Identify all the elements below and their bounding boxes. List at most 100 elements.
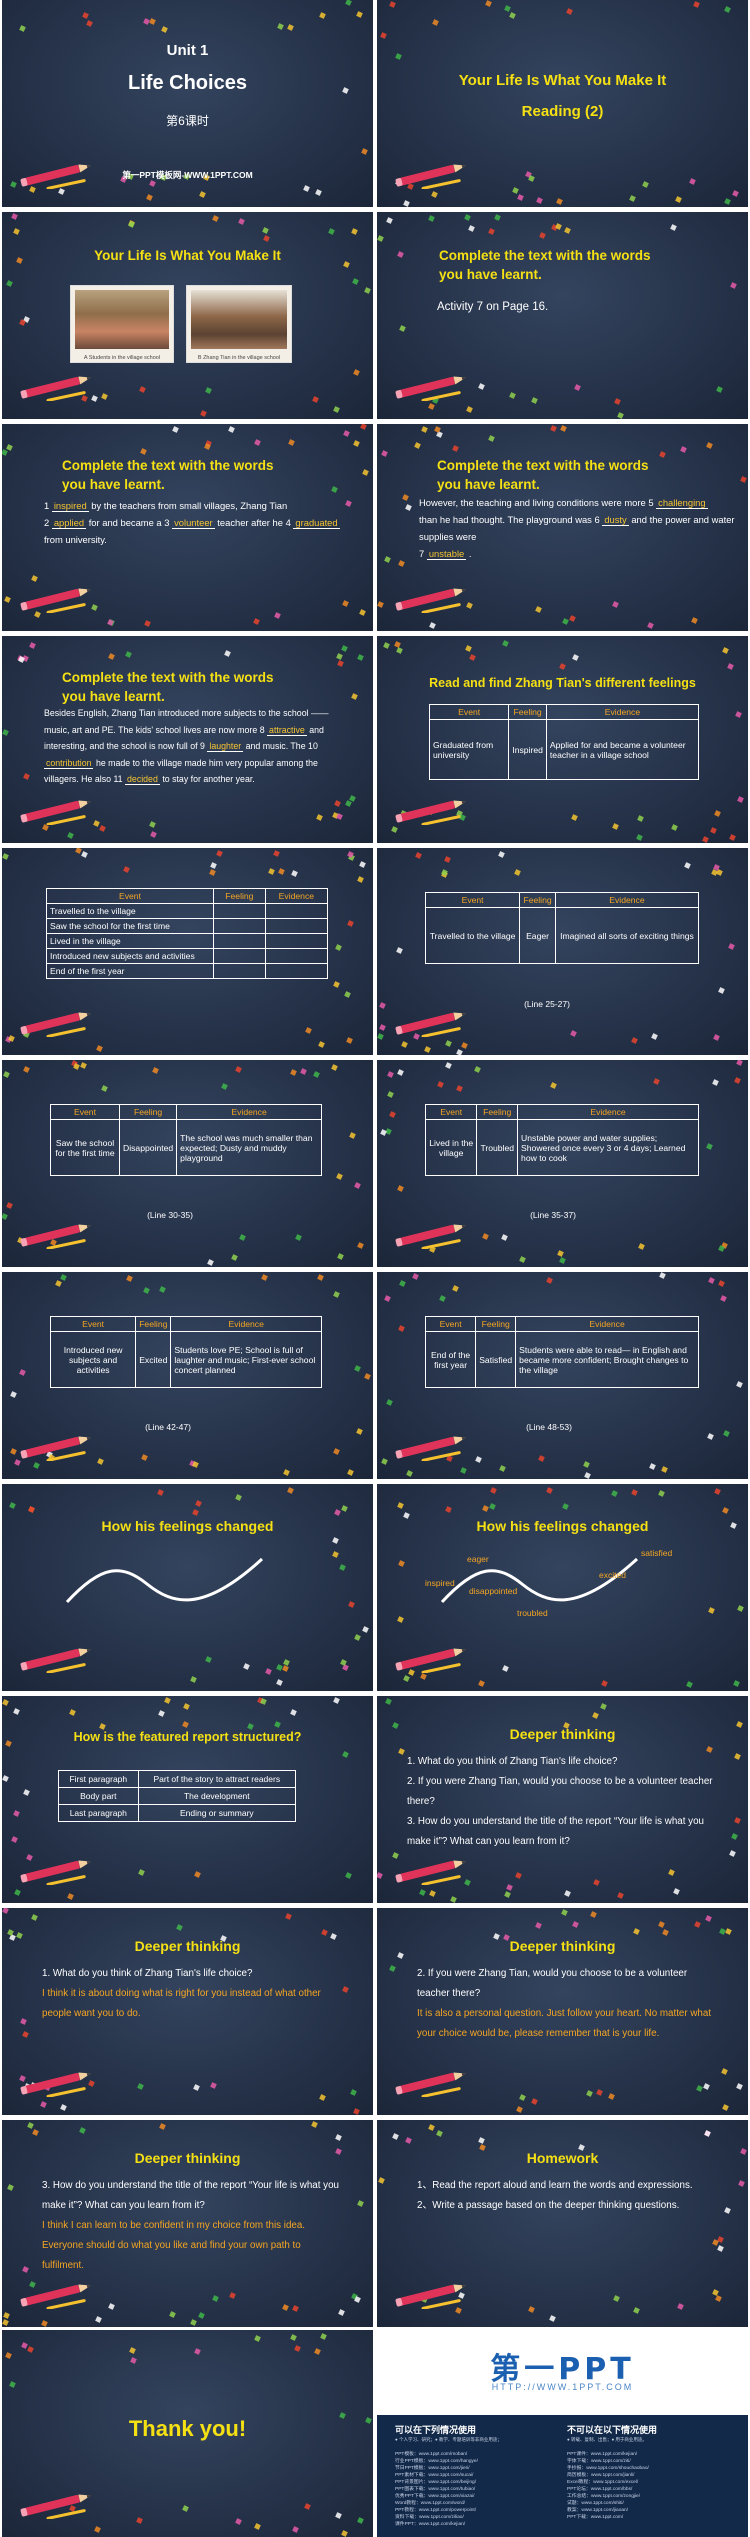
slide-17[interactable]: How is the featured report structured? F… xyxy=(2,1696,373,1903)
slide-13[interactable]: Event Feeling Evidence Introduced new subj… xyxy=(2,1272,373,1479)
confetti-dot xyxy=(445,1506,453,1514)
confetti-dot xyxy=(73,1063,81,1070)
confetti-dot xyxy=(705,1915,712,1922)
link-item[interactable]: PPT图表下载：www.1ppt.com/tubiao/ xyxy=(395,2487,476,2492)
slide-title: How his feelings changed xyxy=(476,1518,649,1534)
link-item[interactable]: PPT素材下载：www.1ppt.com/sucai/ xyxy=(395,2473,474,2478)
blank-number: 3 xyxy=(164,517,170,528)
confetti-dot xyxy=(176,1924,184,1932)
slide-14[interactable]: Event Feeling Evidence End of the first ye… xyxy=(377,1272,748,1479)
link-item[interactable]: 课件PPT：www.1ppt.com/kejian/ xyxy=(395,2522,466,2527)
slide-3[interactable]: Your Life Is What You Make It A Students… xyxy=(2,212,373,419)
link-item[interactable]: 行业PPT模板：www.1ppt.com/hangye/ xyxy=(395,2459,478,2464)
confetti-dot xyxy=(694,1921,701,1928)
slide-6[interactable]: Complete the text with the words you hav… xyxy=(377,424,748,631)
confetti-dot xyxy=(337,2309,345,2316)
link-item[interactable]: 字体下载：www.1ppt.com/ziti/ xyxy=(567,2459,631,2464)
link-item[interactable]: 简历模板：www.1ppt.com/jianli/ xyxy=(567,2473,635,2478)
confetti-dot xyxy=(720,1295,728,1302)
slide-4[interactable]: Complete the text with the words you hav… xyxy=(377,212,748,419)
title-line-2: you have learnt. xyxy=(437,477,540,492)
slide-9[interactable]: Event Feeling Evidence Travelled to the vi… xyxy=(2,848,373,1055)
confetti-dot xyxy=(332,1551,339,1558)
slide-title: Complete the text with the words you hav… xyxy=(62,456,274,494)
confetti-dot xyxy=(42,824,50,832)
confetti-dot xyxy=(334,800,341,807)
title-line-2: you have learnt. xyxy=(439,267,542,282)
slide-5[interactable]: Complete the text with the words you hav… xyxy=(2,424,373,631)
slide-20[interactable]: Deeper thinking 2. If you were Zhang Tia… xyxy=(377,1908,748,2115)
slide-23[interactable]: Thank you! xyxy=(2,2330,373,2537)
confetti-dot xyxy=(353,2296,361,2304)
confetti-dot xyxy=(261,1274,268,1282)
confetti-dot xyxy=(549,2315,556,2323)
slide-2[interactable]: Your Life Is What You Make It Reading (2… xyxy=(377,0,748,207)
slide-10[interactable]: Event Feeling Evidence Travelled to the vi… xyxy=(377,848,748,1055)
confetti-dot xyxy=(292,2304,300,2312)
confetti-dot xyxy=(657,1489,665,1497)
slide-12[interactable]: Event Feeling Evidence Lived in the villag… xyxy=(377,1060,748,1267)
confetti-dot xyxy=(341,599,349,607)
confetti-dot xyxy=(386,1071,394,1078)
confetti-dot xyxy=(514,869,521,877)
link-item[interactable]: PPT下载：www.1ppt.com/ xyxy=(567,2515,624,2520)
blank-number: 8 xyxy=(259,724,265,735)
confetti-dot xyxy=(6,280,14,287)
confetti-dot xyxy=(502,640,509,648)
link-item[interactable]: 资料下载：www.1ppt.com/ziliao/ xyxy=(395,2515,464,2520)
confetti-dot xyxy=(389,1,397,9)
confetti-dot xyxy=(637,815,644,823)
link-item[interactable]: 优秀PPT下载：www.1ppt.com/xiazai/ xyxy=(395,2494,475,2499)
link-item[interactable]: 工作总结：www.1ppt.com/zongjie/ xyxy=(567,2494,641,2499)
link-item[interactable]: 试题：www.1ppt.com/shiti/ xyxy=(567,2501,624,2506)
confetti-dot xyxy=(363,1373,371,1381)
confetti-dot xyxy=(727,943,735,950)
confetti-dot xyxy=(724,197,731,205)
slide-7[interactable]: Complete the text with the words you hav… xyxy=(2,636,373,843)
confetti-dot xyxy=(737,2180,745,2188)
link-item[interactable]: PPT论坛：www.1ppt.com/bbs/ xyxy=(567,2487,633,2492)
confetti-dot xyxy=(234,2518,242,2526)
blank-number: 4 xyxy=(285,517,291,528)
pencil-icon xyxy=(20,2494,91,2519)
slide-11[interactable]: Event Feeling Evidence Saw the school for … xyxy=(2,1060,373,1267)
slide-18[interactable]: Deeper thinking 1. What do you think of … xyxy=(377,1696,748,1903)
feeling-label: excited xyxy=(599,1570,626,1580)
slide-1[interactable]: Unit 1 Life Choices 第6课时 第一PPT模板网-WWW.1P… xyxy=(2,0,373,207)
confetti-dot xyxy=(333,1291,340,1298)
confetti-dot xyxy=(501,1664,509,1672)
slide-19[interactable]: Deeper thinking 1. What do you think of … xyxy=(2,1908,373,2115)
column-header: Event xyxy=(49,1316,137,1332)
confetti-dot xyxy=(350,2089,357,2097)
confetti-dot xyxy=(8,2381,16,2388)
column-header: Evidence xyxy=(554,892,700,908)
confetti-dot xyxy=(151,1067,159,1075)
slide-21[interactable]: Deeper thinking 3. How do you understand… xyxy=(2,2120,373,2327)
text-span: and interesting, and the school is now f… xyxy=(44,724,324,752)
slide-16[interactable]: How his feelings changed inspired eager … xyxy=(377,1484,748,1691)
slide-22[interactable]: Homework 1、Read the report aloud and lea… xyxy=(377,2120,748,2327)
confetti-dot xyxy=(428,622,436,630)
confetti-dot xyxy=(559,662,567,670)
link-item[interactable]: 教案：www.1ppt.com/jiaoan/ xyxy=(567,2508,629,2513)
brand-url[interactable]: HTTP://WWW.1PPT.COM xyxy=(491,2382,634,2392)
confetti-dot xyxy=(737,1604,745,1612)
answer-word: unstable xyxy=(426,548,467,560)
slide-24[interactable]: 第一PPT HTTP://WWW.1PPT.COM 可以在下列情况使用 ● 个人… xyxy=(377,2330,748,2537)
link-item[interactable]: PPT课件：www.1ppt.com/kejian/ xyxy=(567,2452,638,2457)
confetti-dot xyxy=(482,1505,489,1513)
link-item[interactable]: PPT教程：www.1ppt.com/powerpoint/ xyxy=(395,2508,477,2513)
text-span: for and became a xyxy=(88,517,162,528)
confetti-dot xyxy=(736,1380,744,1388)
link-item[interactable]: 节日PPT模板：www.1ppt.com/jieri/ xyxy=(395,2466,470,2471)
link-item[interactable]: Word教程：www.1ppt.com/word/ xyxy=(395,2501,466,2506)
link-item[interactable]: PPT背景图片：www.1ppt.com/beijing/ xyxy=(395,2480,477,2485)
link-item[interactable]: 手抄报：www.1ppt.com/shouchaobao/ xyxy=(567,2466,649,2471)
confetti-dot xyxy=(22,2266,30,2273)
slide-15[interactable]: How his feelings changed xyxy=(2,1484,373,1691)
confetti-dot xyxy=(561,618,569,625)
slide-8[interactable]: Read and find Zhang Tian's different fee… xyxy=(377,636,748,843)
link-item[interactable]: PPT模板：www.1ppt.com/moban/ xyxy=(395,2452,468,2457)
link-item[interactable]: Excel教程：www.1ppt.com/excel/ xyxy=(567,2480,639,2485)
confetti-dot xyxy=(466,406,474,414)
